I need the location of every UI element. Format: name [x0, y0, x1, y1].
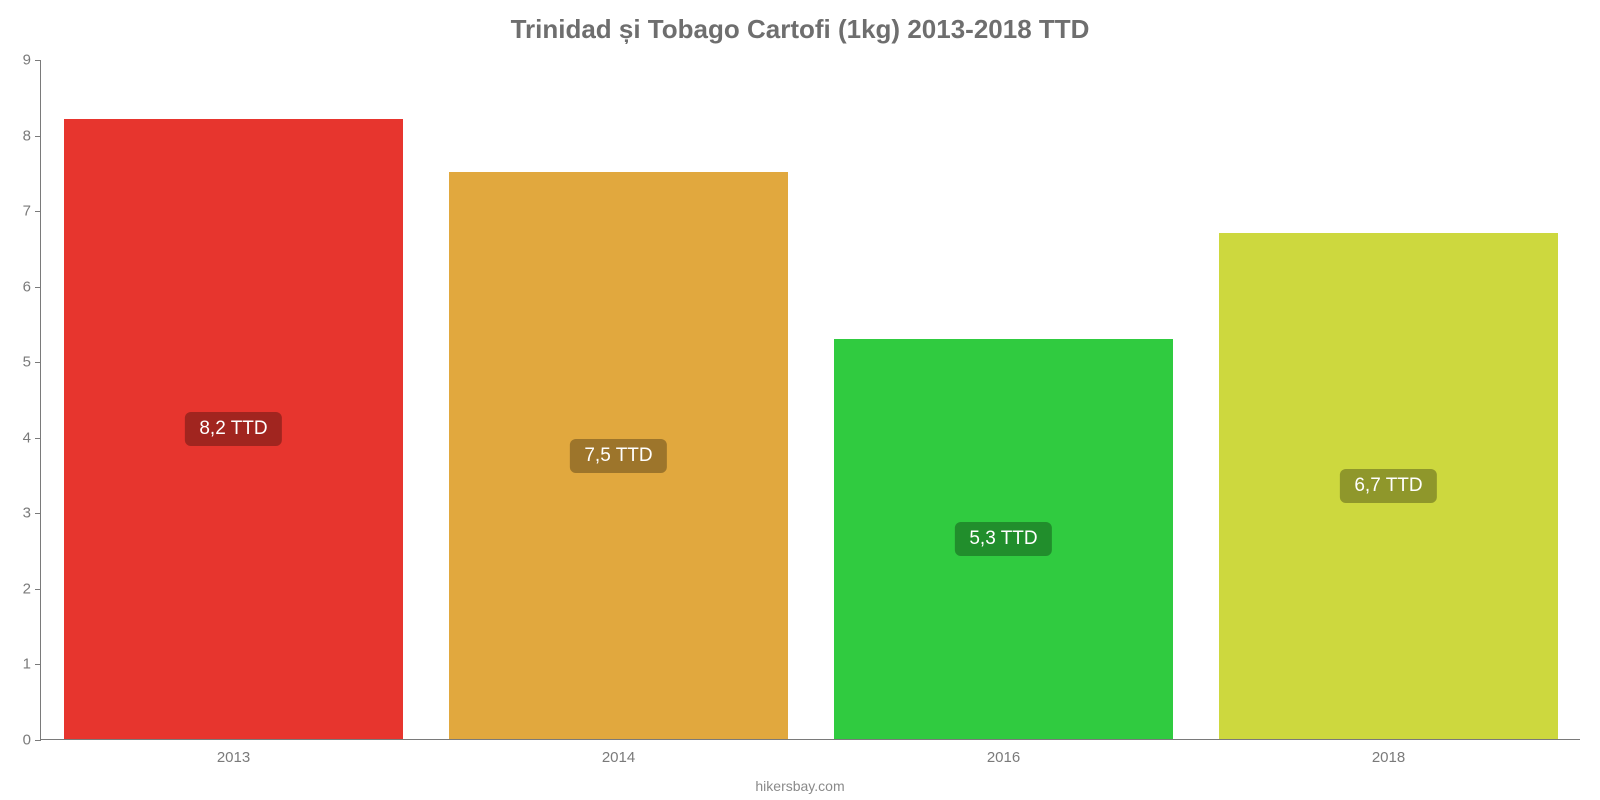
y-axis-tick-label: 1 — [23, 656, 31, 673]
y-axis-tick-mark — [35, 136, 41, 137]
y-axis-tick-label: 8 — [23, 127, 31, 144]
plot-area: 8,2 TTD7,5 TTD5,3 TTD6,7 TTD 01234567892… — [40, 60, 1580, 740]
bar-value-label: 6,7 TTD — [1340, 469, 1436, 503]
bar: 7,5 TTD — [449, 172, 788, 739]
chart-container: Trinidad și Tobago Cartofi (1kg) 2013-20… — [0, 0, 1600, 800]
bar-value-label: 7,5 TTD — [570, 439, 666, 473]
x-axis-tick-label: 2014 — [602, 749, 635, 766]
y-axis-tick-mark — [35, 589, 41, 590]
y-axis-tick-mark — [35, 438, 41, 439]
bars-layer: 8,2 TTD 7,5 TTD 5,3 TTD 6,7 TTD — [41, 60, 1580, 739]
y-axis-tick-mark — [35, 60, 41, 61]
y-axis-tick-mark — [35, 287, 41, 288]
bar: 6,7 TTD — [1219, 233, 1558, 739]
y-axis-tick-mark — [35, 211, 41, 212]
y-axis-tick-label: 2 — [23, 580, 31, 597]
y-axis-tick-label: 4 — [23, 429, 31, 446]
y-axis-tick-label: 3 — [23, 505, 31, 522]
y-axis-tick-mark — [35, 362, 41, 363]
attribution-text: hikersbay.com — [0, 778, 1600, 794]
y-axis-tick-mark — [35, 740, 41, 741]
y-axis-tick-label: 9 — [23, 52, 31, 69]
x-axis-tick-label: 2016 — [987, 749, 1020, 766]
chart-title: Trinidad și Tobago Cartofi (1kg) 2013-20… — [0, 14, 1600, 45]
bar: 5,3 TTD — [834, 339, 1173, 739]
y-axis-tick-mark — [35, 513, 41, 514]
y-axis-tick-label: 0 — [23, 732, 31, 749]
y-axis-tick-label: 7 — [23, 203, 31, 220]
bar-value-label: 5,3 TTD — [955, 522, 1051, 556]
y-axis-tick-label: 6 — [23, 278, 31, 295]
y-axis-tick-label: 5 — [23, 354, 31, 371]
bar-value-label: 8,2 TTD — [185, 412, 281, 446]
y-axis-tick-mark — [35, 664, 41, 665]
x-axis-tick-label: 2018 — [1372, 749, 1405, 766]
x-axis-tick-label: 2013 — [217, 749, 250, 766]
bar: 8,2 TTD — [64, 119, 403, 739]
